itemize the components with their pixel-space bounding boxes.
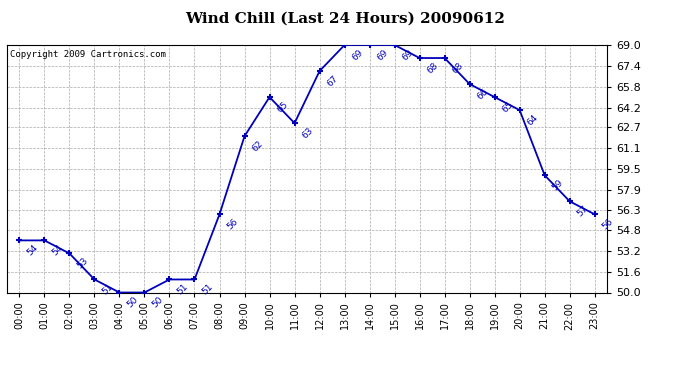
Text: 62: 62 bbox=[250, 139, 264, 153]
Text: 69: 69 bbox=[400, 48, 415, 62]
Text: 51: 51 bbox=[100, 282, 115, 297]
Text: 59: 59 bbox=[550, 178, 564, 192]
Text: 51: 51 bbox=[200, 282, 215, 297]
Text: 67: 67 bbox=[325, 74, 339, 88]
Text: 65: 65 bbox=[500, 100, 515, 114]
Text: 66: 66 bbox=[475, 87, 490, 101]
Text: Wind Chill (Last 24 Hours) 20090612: Wind Chill (Last 24 Hours) 20090612 bbox=[185, 11, 505, 25]
Text: 54: 54 bbox=[50, 243, 64, 258]
Text: 50: 50 bbox=[150, 295, 164, 310]
Text: 68: 68 bbox=[425, 61, 440, 75]
Text: 54: 54 bbox=[25, 243, 39, 258]
Text: 56: 56 bbox=[225, 217, 239, 232]
Text: 69: 69 bbox=[350, 48, 364, 62]
Text: 51: 51 bbox=[175, 282, 190, 297]
Text: Copyright 2009 Cartronics.com: Copyright 2009 Cartronics.com bbox=[10, 50, 166, 59]
Text: 68: 68 bbox=[450, 61, 464, 75]
Text: 63: 63 bbox=[300, 126, 315, 140]
Text: 56: 56 bbox=[600, 217, 615, 232]
Text: 64: 64 bbox=[525, 113, 540, 128]
Text: 50: 50 bbox=[125, 295, 139, 310]
Text: 69: 69 bbox=[375, 48, 390, 62]
Text: 65: 65 bbox=[275, 100, 290, 114]
Text: 53: 53 bbox=[75, 256, 90, 271]
Text: 57: 57 bbox=[575, 204, 590, 219]
